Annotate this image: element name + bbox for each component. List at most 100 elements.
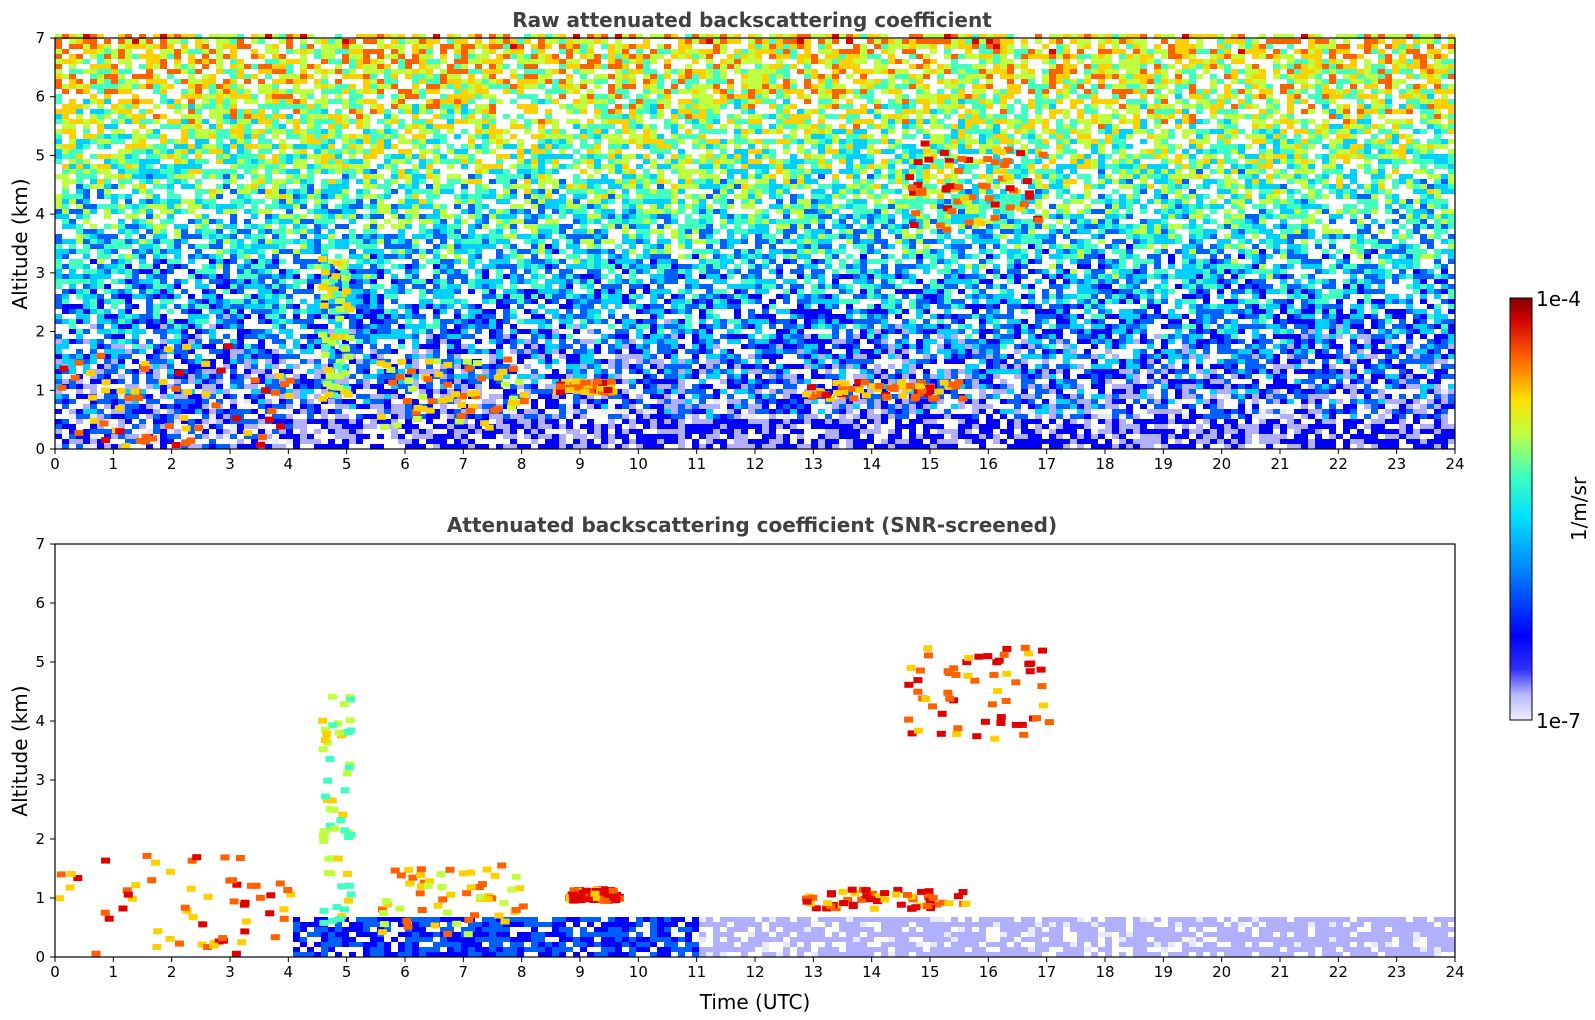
heatmap-cell [153,424,160,429]
heatmap-cell [531,179,538,184]
heatmap-cell [447,424,454,429]
heatmap-cell [111,399,118,404]
heatmap-cell [181,69,188,74]
heatmap-cell [195,269,202,274]
heatmap-cell [398,384,405,389]
heatmap-cell [580,284,587,289]
heatmap-cell [538,419,545,424]
heatmap-cell [566,104,573,109]
heatmap-cell [111,394,118,399]
heatmap-cell [279,249,286,254]
heatmap-cell [615,289,622,294]
heatmap-cell [468,334,475,339]
heatmap-cell [412,444,419,449]
heatmap-cell [328,179,335,184]
heatmap-cell [356,54,363,59]
heatmap-cell [251,164,258,169]
heatmap-cell [552,119,559,124]
heatmap-cell [370,224,377,229]
heatmap-cell [321,129,328,134]
heatmap-cell [90,439,97,444]
heatmap-cell [503,49,510,54]
heatmap-cell [244,354,251,359]
heatmap-cell [405,269,412,274]
heatmap-cell [419,414,426,419]
heatmap-cell [237,314,244,319]
heatmap-cell [90,69,97,74]
heatmap-cell [125,414,132,419]
heatmap-cell [314,334,321,339]
heatmap-cell [545,399,552,404]
heatmap-cell [531,234,538,239]
heatmap-cell [216,109,223,114]
heatmap-cell [237,289,244,294]
heatmap-cell [216,169,223,174]
heatmap-cell [496,199,503,204]
heatmap-cell [111,444,118,449]
heatmap-cell [160,89,167,94]
heatmap-cell [482,294,489,299]
heatmap-cell [475,44,482,49]
heatmap-cell [496,264,503,269]
heatmap-cell [545,404,552,409]
heatmap-cell [132,229,139,234]
heatmap-cell [349,269,356,274]
heatmap-cell [272,154,279,159]
heatmap-cell [580,249,587,254]
heatmap-cell [461,379,468,384]
heatmap-cell [384,189,391,194]
heatmap-cell [90,239,97,244]
heatmap-cell [559,294,566,299]
heatmap-cell [209,409,216,414]
heatmap-cell [69,354,76,359]
heatmap-cell [174,239,181,244]
heatmap-cell [468,254,475,259]
heatmap-cell [216,114,223,119]
heatmap-cell [398,109,405,114]
heatmap-cell [223,154,230,159]
heatmap-cell [307,34,314,39]
heatmap-cell [447,79,454,84]
heatmap-cell [209,254,216,259]
heatmap-cell [90,384,97,389]
heatmap-cell [601,64,608,69]
heatmap-cell [510,154,517,159]
heatmap-cell [419,124,426,129]
heatmap-cell [223,159,230,164]
heatmap-cell [279,54,286,59]
heatmap-cell [545,204,552,209]
heatmap-cell [524,239,531,244]
heatmap-cell [125,434,132,439]
heatmap-cell [580,99,587,104]
heatmap-cell [55,139,62,144]
heatmap-cell [587,204,594,209]
heatmap-cell [335,284,342,289]
heatmap-cell [601,229,608,234]
heatmap-cell [391,224,398,229]
heatmap-cell [76,294,83,299]
heatmap-cell [104,44,111,49]
heatmap-cell [594,424,601,429]
heatmap-cell [384,379,391,384]
heatmap-cell [139,419,146,424]
heatmap-cell [321,444,328,449]
heatmap-cell [489,194,496,199]
heatmap-cell [223,249,230,254]
heatmap-cell [132,159,139,164]
heatmap-cell [419,389,426,394]
heatmap-cell [55,264,62,269]
heatmap-cell [335,84,342,89]
heatmap-cell [251,264,258,269]
heatmap-cell [440,229,447,234]
heatmap-cell [370,234,377,239]
heatmap-cell [510,54,517,59]
heatmap-cell [573,369,580,374]
heatmap-cell [426,104,433,109]
heatmap-cell [146,49,153,54]
heatmap-cell [538,434,545,439]
heatmap-cell [272,319,279,324]
heatmap-cell [538,324,545,329]
heatmap-cell [510,244,517,249]
heatmap-cell [573,104,580,109]
heatmap-cell [181,79,188,84]
